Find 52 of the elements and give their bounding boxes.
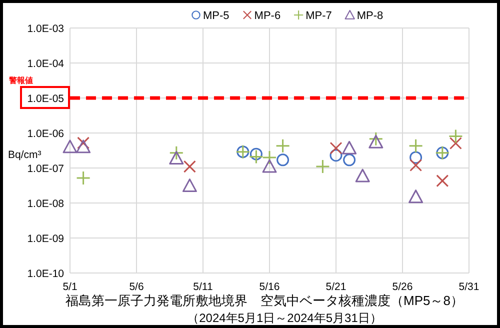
- point: [368, 132, 384, 146]
- text: （2024年5月1日～2024年5月31日）: [187, 311, 382, 325]
- point: [408, 138, 424, 154]
- point: [250, 148, 262, 160]
- point: [262, 159, 277, 173]
- y-tick-label: 1.0E-03: [27, 23, 64, 35]
- legend-label: MP-7: [306, 10, 332, 22]
- x-tick-label: 5/1: [62, 281, 78, 293]
- y-tick-label: 1.0E-06: [27, 128, 64, 140]
- text: 福島第一原子力発電所敷地境界 空気中ベータ核種濃度（MP5～8）: [66, 293, 464, 308]
- ref-line-label: 警報値: [8, 76, 33, 85]
- legend-label: MP-8: [356, 10, 384, 22]
- point: [276, 154, 290, 166]
- point: [410, 158, 422, 172]
- point: [410, 151, 422, 164]
- point: [169, 146, 184, 160]
- y-tick-label: 1.0E-04: [27, 58, 64, 70]
- y-tick-label: 1.0E-05: [27, 93, 64, 105]
- point: [315, 159, 330, 174]
- y-tick-label: 1.0E-09: [27, 233, 64, 245]
- x-tick-label: 5/26: [392, 281, 413, 293]
- point: [408, 190, 424, 204]
- point: [77, 136, 90, 150]
- x-tick-label: 5/31: [458, 281, 480, 293]
- point: [436, 174, 449, 188]
- point: [330, 142, 342, 154]
- y-axis-title: Bq/cm³: [8, 149, 42, 161]
- x-tick-label: 5/21: [326, 281, 346, 293]
- point: [342, 140, 357, 154]
- x-tick-label: 5/6: [129, 281, 144, 293]
- point: [343, 154, 356, 166]
- point: [368, 134, 384, 148]
- y-tick-label: 1.0E-10: [27, 268, 64, 280]
- point: [276, 138, 290, 154]
- point: [76, 170, 91, 186]
- legend-label: MP-5: [203, 10, 230, 22]
- y-tick-label: 1.0E-07: [27, 163, 64, 175]
- y-tick-label: 1.0E-08: [27, 198, 64, 210]
- x-tick-label: 5/16: [259, 281, 280, 293]
- point: [76, 140, 91, 154]
- point: [448, 128, 463, 144]
- point: [248, 149, 264, 164]
- point: [169, 150, 184, 164]
- point: [355, 168, 370, 182]
- point: [262, 150, 277, 165]
- legend-label: MP-6: [254, 10, 281, 22]
- point: [62, 140, 78, 154]
- x-tick-label: 5/11: [193, 281, 213, 293]
- point: [449, 136, 462, 150]
- point: [182, 178, 197, 192]
- point: [330, 149, 342, 162]
- point: [183, 160, 196, 173]
